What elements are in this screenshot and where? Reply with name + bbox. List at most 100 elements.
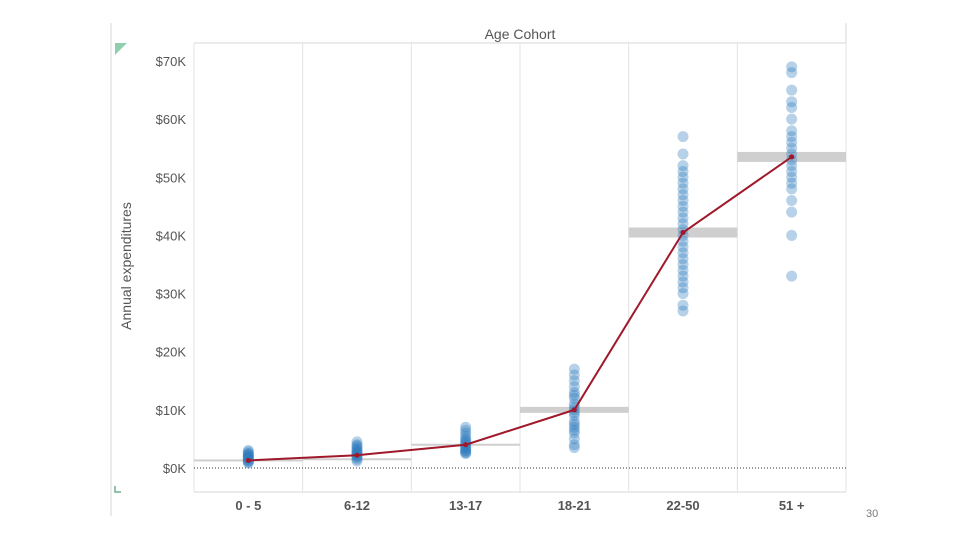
data-point [677, 259, 689, 270]
data-point [242, 447, 254, 459]
data-point [568, 439, 580, 451]
y-tick-label: $40K [156, 228, 187, 243]
chart-title: Age Cohort [485, 26, 556, 42]
data-point [568, 369, 580, 381]
data-point [786, 183, 798, 195]
data-point [677, 247, 689, 259]
data-point [460, 447, 472, 459]
data-point [568, 375, 580, 387]
data-point [677, 148, 689, 160]
data-point [677, 282, 689, 294]
data-point [568, 421, 580, 433]
data-point [568, 424, 580, 436]
mean-line [248, 156, 793, 462]
data-point [568, 381, 580, 393]
x-tick-label: 51 + [779, 498, 805, 513]
data-point [786, 67, 798, 79]
data-point [677, 160, 689, 172]
data-point [786, 160, 798, 172]
data-point [351, 455, 363, 467]
x-axis-ticks: 0 - 5 6-12 13-17 18-21 22-50 51 + [235, 498, 805, 513]
y-tick-label: $60K [156, 112, 187, 127]
mean-point [245, 457, 251, 463]
mean-line-series [245, 154, 795, 463]
data-point [568, 392, 580, 404]
data-point [786, 270, 798, 282]
data-point [677, 218, 689, 230]
data-point [677, 206, 689, 218]
y-tick-label: $10K [156, 403, 187, 418]
y-axis-label: Annual expenditures [118, 202, 134, 330]
mean-point [463, 442, 469, 448]
data-point [568, 363, 580, 375]
mean-point [789, 154, 795, 160]
data-point [351, 439, 363, 451]
y-tick-label: $0K [163, 461, 186, 476]
column-separators [193, 43, 847, 492]
data-point [786, 125, 798, 137]
data-point [351, 453, 363, 465]
data-point [460, 421, 472, 433]
y-tick-label: $50K [156, 170, 187, 185]
y-axis-ticks: $0K $10K $20K $30K $40K $50K $60K $70K [156, 54, 187, 476]
data-point [786, 96, 798, 108]
data-point [786, 177, 798, 189]
data-point [677, 177, 689, 189]
data-point [568, 415, 580, 427]
data-point [460, 443, 472, 455]
data-point [677, 165, 689, 177]
data-point [568, 442, 580, 454]
data-point [786, 154, 798, 166]
mean-point [354, 452, 360, 458]
data-point [677, 195, 689, 207]
data-point [786, 142, 798, 154]
data-point [677, 171, 689, 183]
data-point [242, 448, 254, 460]
data-point [786, 84, 798, 96]
data-point [568, 427, 580, 439]
data-point [460, 427, 472, 439]
data-point [242, 446, 254, 458]
y-tick-label: $20K [156, 345, 187, 360]
chart-frame [110, 23, 847, 516]
data-point [568, 433, 580, 445]
data-point [242, 445, 254, 457]
data-point [677, 212, 689, 224]
data-point [351, 443, 363, 455]
data-point [677, 288, 689, 300]
x-tick-label: 0 - 5 [235, 498, 261, 513]
y-tick-label: $70K [156, 54, 187, 69]
x-tick-label: 22-50 [666, 498, 699, 513]
data-point [568, 410, 580, 422]
data-point [677, 189, 689, 201]
data-point [568, 389, 580, 401]
data-point [786, 195, 798, 207]
data-point [568, 386, 580, 398]
data-point [786, 61, 798, 73]
data-point [786, 148, 798, 160]
corner-marker-icon [115, 43, 127, 55]
data-point [677, 241, 689, 253]
data-point [786, 131, 798, 143]
data-point [351, 445, 363, 457]
x-tick-label: 13-17 [449, 498, 482, 513]
data-point [786, 165, 798, 177]
data-point [677, 299, 689, 311]
data-point [677, 264, 689, 276]
data-point [568, 418, 580, 430]
data-point [786, 171, 798, 183]
data-point [677, 183, 689, 195]
data-point [786, 136, 798, 148]
data-point [460, 447, 472, 459]
x-tick-label: 6-12 [344, 498, 370, 513]
data-point [460, 430, 472, 442]
data-point [677, 270, 689, 282]
reference-band [302, 458, 412, 461]
data-point [677, 305, 689, 317]
data-point [460, 446, 472, 458]
mean-point [571, 407, 577, 413]
page-number: 30 [866, 508, 879, 520]
data-point [677, 131, 689, 143]
data-point [677, 253, 689, 265]
